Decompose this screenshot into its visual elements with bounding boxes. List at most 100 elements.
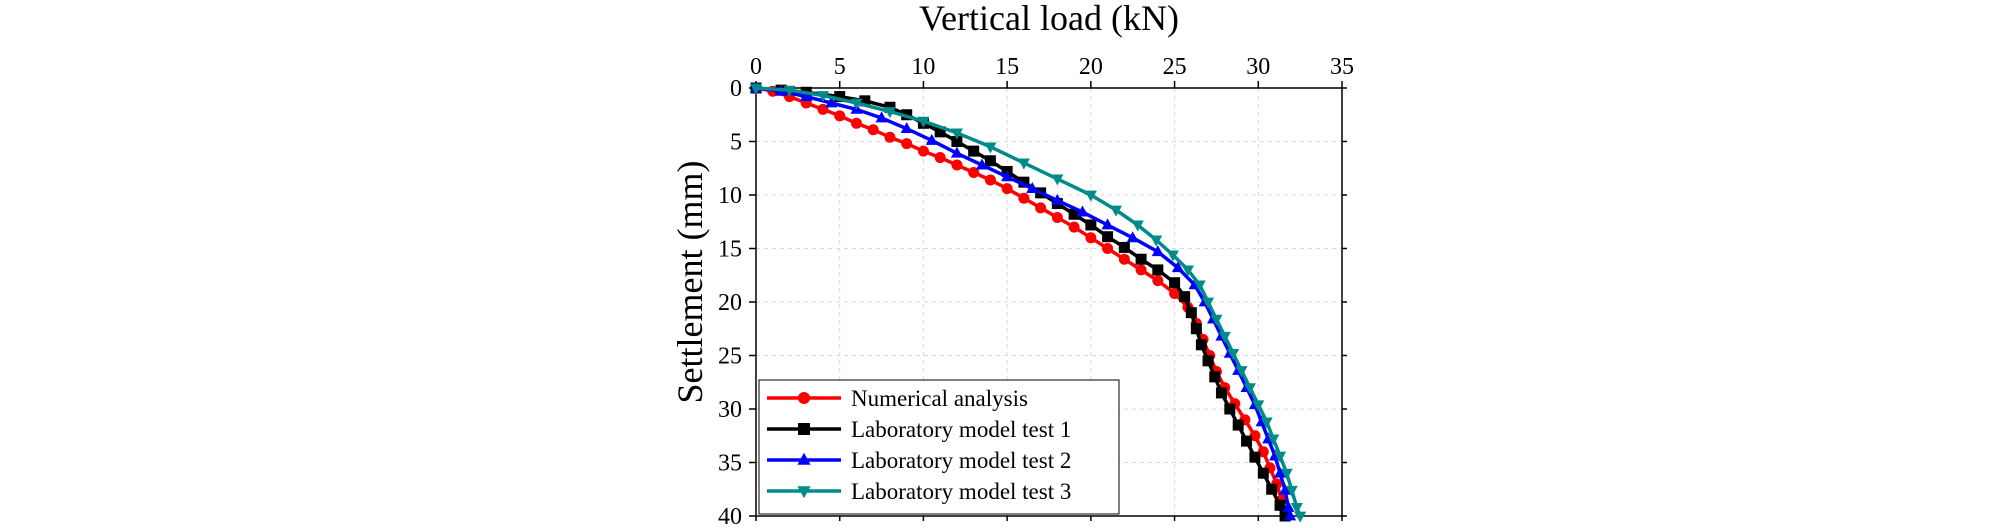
data-point	[975, 158, 989, 170]
data-point	[1001, 170, 1014, 182]
y-tick-label: 15	[718, 237, 742, 263]
data-point	[1018, 176, 1030, 188]
data-point	[1280, 468, 1293, 480]
y-tick-label: 25	[718, 344, 742, 370]
data-point	[1215, 387, 1227, 399]
data-point	[917, 116, 930, 128]
data-point	[1285, 485, 1298, 497]
data-point	[850, 98, 863, 110]
data-point	[1152, 275, 1164, 287]
x-tick-label: 0	[750, 54, 762, 80]
x-axis-ticks: 0 5 10 15 20 25 30 35	[750, 54, 1354, 521]
data-point	[1151, 245, 1164, 257]
x-tick-label: 20	[1079, 54, 1103, 80]
data-point	[1101, 218, 1114, 230]
data-point	[984, 155, 996, 167]
data-point	[1279, 510, 1291, 522]
data-point	[1085, 232, 1097, 244]
data-point	[950, 146, 963, 158]
y-axis-ticks: 0 5 10 15 20 25 30 35 40	[718, 76, 1347, 528]
data-point	[901, 138, 913, 150]
data-point	[798, 423, 810, 435]
data-point	[1224, 403, 1236, 415]
data-point	[1084, 190, 1097, 202]
data-point	[1274, 499, 1286, 511]
data-point	[867, 124, 879, 136]
data-point	[1243, 383, 1256, 395]
legend-label: Laboratory model test 3	[851, 479, 1071, 504]
data-point	[1118, 241, 1130, 253]
data-point	[1282, 500, 1295, 512]
data-point	[797, 486, 811, 499]
data-point	[1279, 483, 1292, 495]
data-point	[1001, 183, 1013, 195]
data-point	[1051, 211, 1063, 223]
data-point	[1257, 446, 1269, 458]
data-point	[1190, 323, 1202, 335]
data-point	[1102, 243, 1114, 254]
y-axis-title: Settlement (mm)	[670, 161, 710, 404]
legend: Numerical analysis Laboratory model test …	[758, 379, 1120, 515]
data-point	[1227, 348, 1240, 360]
data-point	[1235, 366, 1248, 378]
data-point	[1051, 174, 1064, 186]
data-point	[1018, 192, 1030, 204]
data-point	[1179, 291, 1191, 303]
data-point	[800, 89, 813, 101]
data-point	[934, 126, 946, 138]
data-point	[1126, 231, 1139, 243]
legend-label: Numerical analysis	[851, 386, 1028, 411]
data-point	[1260, 417, 1273, 429]
data-point	[968, 145, 980, 157]
data-point	[816, 91, 830, 103]
data-point	[1131, 220, 1144, 232]
data-point	[984, 174, 996, 186]
data-point	[1068, 208, 1080, 220]
y-tick-label: 10	[718, 183, 742, 209]
series-group	[749, 81, 1307, 523]
data-point	[1218, 331, 1231, 343]
data-point	[1257, 467, 1269, 479]
data-point	[834, 110, 846, 122]
data-point	[1252, 400, 1265, 412]
data-point	[951, 136, 963, 147]
data-point	[1274, 466, 1287, 478]
data-point	[1274, 451, 1287, 463]
data-point	[1284, 509, 1297, 521]
data-point	[1195, 339, 1207, 351]
y-tick-label: 35	[718, 451, 742, 477]
legend-label: Laboratory model test 2	[851, 448, 1071, 473]
data-point	[1109, 205, 1123, 217]
data-point	[1017, 158, 1030, 170]
data-point	[1210, 314, 1223, 326]
data-point	[917, 145, 929, 157]
y-tick-label: 5	[730, 130, 742, 156]
x-tick-label: 35	[1330, 54, 1354, 80]
data-point	[783, 85, 796, 97]
data-point	[1294, 511, 1307, 523]
data-point	[1118, 253, 1130, 265]
data-point	[1232, 419, 1244, 431]
x-tick-label: 30	[1246, 54, 1270, 80]
data-point	[1150, 235, 1163, 247]
data-point	[825, 96, 838, 108]
data-point	[1249, 451, 1261, 463]
data-point	[950, 128, 963, 140]
data-point	[850, 117, 862, 129]
data-point	[749, 83, 763, 95]
data-point	[1035, 202, 1047, 214]
data-point	[1051, 193, 1064, 205]
data-point	[1135, 264, 1147, 276]
data-point	[1185, 307, 1197, 319]
x-tick-label: 15	[995, 54, 1019, 80]
data-point	[1169, 277, 1181, 289]
data-point	[1169, 287, 1181, 299]
data-point	[884, 131, 896, 143]
x-axis-title: Vertical load (kN)	[919, 0, 1179, 38]
data-point	[1085, 219, 1097, 231]
data-point	[900, 122, 913, 134]
data-point	[1267, 434, 1280, 446]
data-point	[968, 167, 980, 179]
data-point	[1193, 280, 1206, 292]
